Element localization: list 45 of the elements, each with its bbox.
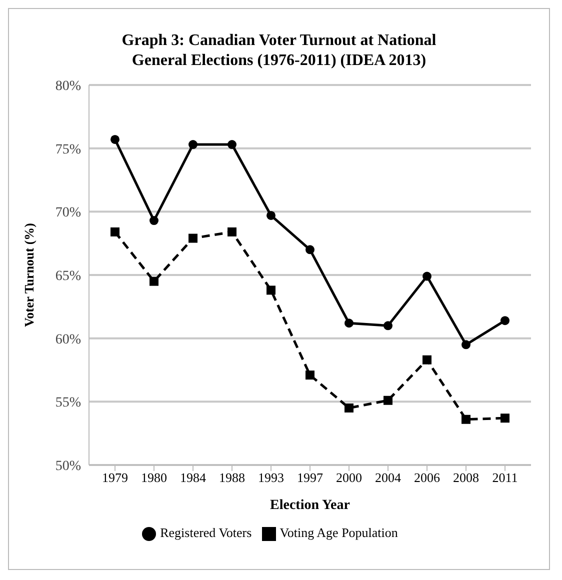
y-tick-label: 65% bbox=[55, 268, 82, 284]
y-tick-label: 80% bbox=[55, 78, 82, 94]
point bbox=[110, 134, 120, 144]
point bbox=[384, 396, 392, 405]
x-tick-label: 1988 bbox=[219, 470, 245, 486]
y-tick-label: 60% bbox=[55, 332, 82, 348]
y-tick-label: 55% bbox=[55, 396, 82, 411]
point bbox=[306, 245, 314, 254]
point bbox=[500, 414, 510, 423]
point bbox=[188, 234, 198, 243]
point bbox=[150, 216, 158, 226]
point bbox=[344, 403, 354, 412]
point bbox=[150, 276, 158, 286]
point bbox=[422, 355, 432, 364]
x-tick-label: 1980 bbox=[141, 470, 167, 486]
x-tick-label: 2006 bbox=[414, 470, 440, 486]
point bbox=[344, 318, 354, 328]
legend-label: Registered Voters bbox=[160, 524, 252, 540]
legend-label: Voting Age Population bbox=[280, 524, 398, 540]
y-tick-label: 75% bbox=[55, 142, 82, 158]
point bbox=[500, 316, 510, 326]
point bbox=[306, 370, 314, 380]
point bbox=[462, 414, 470, 424]
x-tick-label: 2004 bbox=[375, 470, 402, 486]
y-axis-title: Voter Turnout (%) bbox=[22, 222, 37, 328]
x-tick-label: 1984 bbox=[180, 470, 206, 486]
x-axis-title: Election Year bbox=[270, 498, 350, 513]
point bbox=[462, 340, 470, 350]
x-tick-label: 1997 bbox=[297, 470, 324, 486]
point bbox=[228, 227, 236, 236]
x-tick-label: 1979 bbox=[102, 470, 128, 486]
point bbox=[422, 272, 432, 281]
x-tick-label: 2000 bbox=[336, 470, 362, 486]
x-tick-label: 2011 bbox=[492, 470, 518, 486]
point bbox=[266, 210, 276, 220]
point bbox=[228, 140, 236, 150]
x-tick-label: 2008 bbox=[453, 470, 479, 486]
point bbox=[266, 286, 276, 295]
point bbox=[188, 140, 198, 150]
chart-title: Graph 3: Canadian Voter Turnout at National General Elections (1976-2011) (IDEA 2013) bbox=[120, 31, 438, 71]
y-tick-label: 50% bbox=[55, 458, 82, 474]
y-tick-label: 70% bbox=[55, 206, 82, 221]
x-tick-label: 1993 bbox=[258, 470, 284, 486]
point bbox=[110, 227, 120, 236]
point bbox=[384, 321, 392, 330]
